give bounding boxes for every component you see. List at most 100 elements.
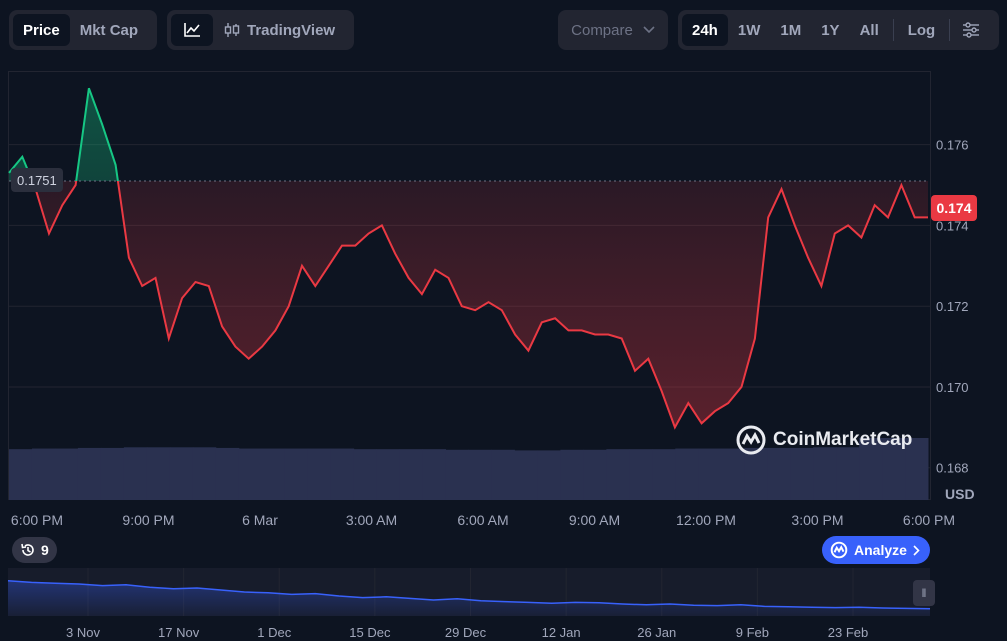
volume-bar — [882, 438, 906, 500]
tradingview-label: TradingView — [247, 21, 336, 39]
navigator-area — [8, 580, 930, 616]
y-tick-label: 0.168 — [936, 461, 969, 476]
range-1m[interactable]: 1M — [780, 21, 802, 39]
range-1y[interactable]: 1Y — [821, 21, 840, 39]
range-24h[interactable]: 24h — [682, 14, 728, 46]
price-area-up — [9, 88, 928, 182]
analyze-button[interactable]: Analyze — [822, 536, 930, 564]
volume-bar — [330, 448, 355, 500]
volume-bar — [583, 449, 607, 500]
line-chart-button[interactable] — [171, 14, 213, 46]
x-tick-label: 9:00 AM — [568, 512, 621, 528]
volume-bar — [790, 447, 814, 500]
settings-button[interactable] — [954, 14, 988, 46]
tradingview-button[interactable]: TradingView — [213, 14, 345, 46]
volume-bar — [905, 438, 929, 500]
volume-bar — [399, 449, 424, 500]
x-tick-label: 9:00 PM — [122, 512, 175, 528]
time-range-toggle: 24h 1W 1M 1Y All Log — [678, 10, 999, 50]
coinmarketcap-logo-icon — [830, 541, 848, 559]
chart-style-toggle: TradingView — [167, 10, 354, 50]
volume-bar — [629, 449, 653, 500]
volume-bar — [560, 449, 584, 500]
sliders-icon — [963, 22, 980, 38]
chevron-down-icon — [643, 26, 655, 34]
volume-bar — [31, 448, 56, 500]
volume-bar — [514, 450, 538, 500]
range-navigator[interactable] — [0, 568, 1007, 618]
x-tick-label: 3:00 PM — [791, 512, 844, 528]
volume-bar — [353, 449, 378, 500]
navigator-tick-label: 9 Feb — [735, 625, 769, 640]
volume-bar — [100, 447, 125, 500]
line-chart-icon — [184, 23, 200, 37]
price-area-down — [32, 181, 928, 428]
coinmarketcap-watermark: CoinMarketCap — [735, 424, 912, 456]
watermark-text: CoinMarketCap — [773, 429, 913, 450]
chevron-right-icon — [913, 544, 920, 556]
navigator-tick-label: 3 Nov — [66, 625, 100, 640]
volume-bar — [77, 447, 102, 500]
volume-bar — [215, 447, 240, 500]
y-tick-label: 0.176 — [936, 138, 969, 153]
navigator-handle[interactable]: ‖ — [913, 580, 935, 606]
log-scale-button[interactable]: Log — [907, 21, 936, 39]
volume-bar — [169, 447, 194, 500]
price-line-down — [31, 181, 928, 430]
compare-dropdown[interactable]: Compare — [558, 10, 668, 50]
volume-bar — [813, 447, 837, 500]
y-tick-label: 0.170 — [936, 380, 969, 395]
toolbar-divider — [892, 19, 894, 41]
navigator-tick-label: 29 Dec — [444, 625, 487, 640]
x-tick-label: 12:00 PM — [676, 512, 736, 528]
range-1w[interactable]: 1W — [737, 21, 761, 39]
candlestick-icon — [224, 23, 240, 37]
navigator-tick-label: 12 Jan — [541, 625, 581, 640]
volume-bar — [9, 449, 33, 500]
volume-bar — [537, 450, 561, 500]
range-all[interactable]: All — [859, 21, 879, 39]
currency-label: USD — [945, 486, 975, 502]
y-tick-label: 0.174 — [936, 218, 969, 233]
y-tick-label: 0.172 — [936, 299, 969, 314]
price-chart[interactable]: 0.176 0.174 0.172 0.170 0.168 — [0, 60, 1007, 505]
volume-bar — [468, 449, 492, 500]
navigator-tick-label: 17 Nov — [158, 625, 200, 640]
x-tick-label: 6:00 AM — [457, 512, 509, 528]
volume-bar — [744, 447, 768, 500]
navigator-tick-label: 1 Dec — [257, 625, 292, 640]
navigator-line — [7, 580, 931, 610]
reference-price-label: 0.1751 — [11, 168, 63, 192]
price-tab[interactable]: Price — [13, 14, 70, 46]
x-tick-label: 3:00 AM — [345, 512, 398, 528]
navigator-tick-label: 15 Dec — [349, 625, 391, 640]
volume-bar — [721, 448, 745, 500]
history-button[interactable]: 9 — [12, 537, 57, 563]
mkt-cap-tab[interactable]: Mkt Cap — [79, 21, 139, 39]
volume-bar — [422, 449, 447, 500]
volume-bar — [859, 438, 883, 500]
x-tick-label: 6 Mar — [242, 512, 278, 528]
history-icon — [21, 543, 34, 556]
volume-bar — [261, 448, 286, 500]
volume-bar — [376, 449, 401, 500]
volume-bar — [445, 449, 469, 500]
volume-bar — [606, 449, 630, 500]
coinmarketcap-logo-icon — [736, 425, 766, 455]
volume-bar — [491, 449, 515, 500]
volume-bar — [284, 448, 309, 500]
navigator-tick-label: 23 Feb — [827, 625, 869, 640]
x-tick-label: 6:00 PM — [902, 512, 956, 528]
history-count: 9 — [41, 542, 49, 558]
volume-bar — [652, 449, 676, 500]
volume-bar — [192, 447, 217, 500]
compare-label: Compare — [571, 21, 633, 39]
volume-bar — [836, 447, 860, 500]
volume-bar — [123, 447, 148, 500]
volume-bar — [767, 447, 791, 500]
x-tick-label: 6:00 PM — [10, 512, 64, 528]
volume-bar — [238, 448, 263, 500]
toolbar-divider — [949, 19, 951, 41]
volume-bar — [54, 448, 79, 500]
grip-icon: ‖ — [921, 586, 927, 600]
